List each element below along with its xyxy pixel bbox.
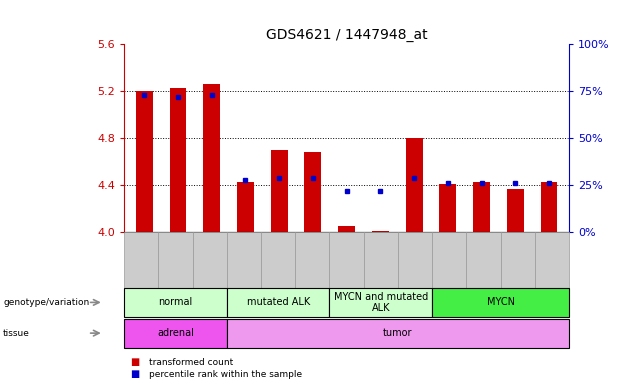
Text: MYCN and mutated
ALK: MYCN and mutated ALK	[334, 291, 428, 313]
Text: ■: ■	[130, 369, 140, 379]
Text: mutated ALK: mutated ALK	[247, 297, 310, 308]
Bar	[338, 227, 355, 232]
Text: normal: normal	[158, 297, 193, 308]
Bar	[406, 138, 422, 232]
Title: GDS4621 / 1447948_at: GDS4621 / 1447948_at	[266, 28, 427, 42]
Text: MYCN: MYCN	[487, 297, 515, 308]
Text: percentile rank within the sample: percentile rank within the sample	[149, 371, 303, 379]
Bar	[170, 88, 186, 232]
Text: transformed count: transformed count	[149, 358, 233, 367]
Text: tissue: tissue	[3, 329, 30, 338]
Text: ■: ■	[130, 357, 140, 367]
Bar	[473, 182, 490, 232]
Text: tumor: tumor	[384, 328, 413, 338]
Bar	[507, 189, 523, 232]
Bar	[372, 231, 389, 232]
Bar	[271, 150, 287, 232]
Bar	[541, 182, 557, 232]
Bar	[439, 184, 456, 232]
Bar	[237, 182, 254, 232]
Text: adrenal: adrenal	[157, 328, 194, 338]
Bar	[136, 91, 153, 232]
Text: genotype/variation: genotype/variation	[3, 298, 90, 307]
Bar	[204, 84, 220, 232]
Bar	[305, 152, 321, 232]
